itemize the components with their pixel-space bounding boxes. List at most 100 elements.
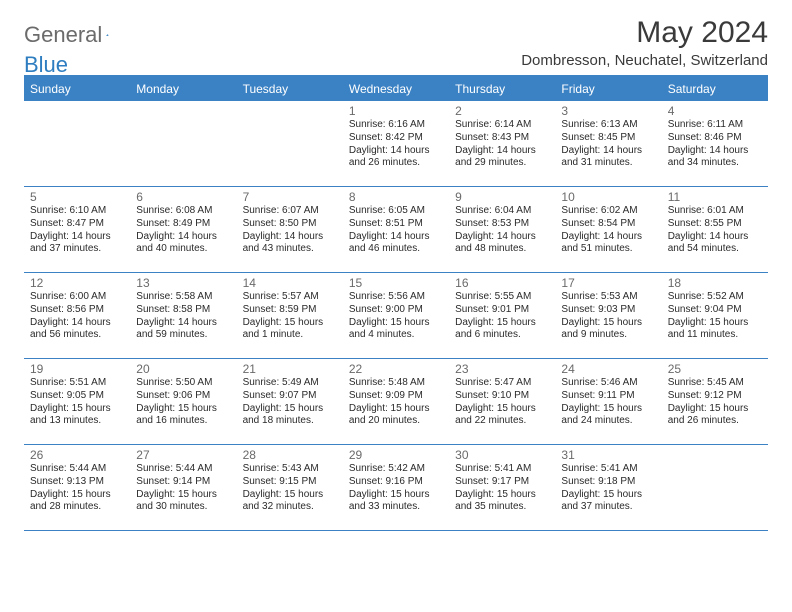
sunset-line: Sunset: 9:01 PM: [455, 304, 549, 317]
calendar-cell: 23Sunrise: 5:47 AMSunset: 9:10 PMDayligh…: [449, 359, 555, 444]
sunrise-line: Sunrise: 6:13 AM: [561, 119, 655, 132]
daylight-line: Daylight: 15 hours and 32 minutes.: [243, 489, 337, 515]
sunrise-line: Sunrise: 5:46 AM: [561, 377, 655, 390]
day-number: 27: [136, 448, 230, 462]
calendar-cell: 8Sunrise: 6:05 AMSunset: 8:51 PMDaylight…: [343, 187, 449, 272]
sunrise-line: Sunrise: 5:50 AM: [136, 377, 230, 390]
sunset-line: Sunset: 9:10 PM: [455, 390, 549, 403]
daylight-line: Daylight: 15 hours and 22 minutes.: [455, 403, 549, 429]
day-number: 16: [455, 276, 549, 290]
calendar-cell: 24Sunrise: 5:46 AMSunset: 9:11 PMDayligh…: [555, 359, 661, 444]
day-number: 21: [243, 362, 337, 376]
sunrise-line: Sunrise: 5:53 AM: [561, 291, 655, 304]
sunset-line: Sunset: 8:49 PM: [136, 218, 230, 231]
calendar-cell: [130, 101, 236, 186]
day-number: 20: [136, 362, 230, 376]
daylight-line: Daylight: 15 hours and 1 minute.: [243, 317, 337, 343]
sunrise-line: Sunrise: 5:58 AM: [136, 291, 230, 304]
daylight-line: Daylight: 15 hours and 33 minutes.: [349, 489, 443, 515]
daylight-line: Daylight: 14 hours and 46 minutes.: [349, 231, 443, 257]
day-number: 7: [243, 190, 337, 204]
calendar-week-row: 26Sunrise: 5:44 AMSunset: 9:13 PMDayligh…: [24, 445, 768, 531]
calendar-cell: 22Sunrise: 5:48 AMSunset: 9:09 PMDayligh…: [343, 359, 449, 444]
sunrise-line: Sunrise: 6:04 AM: [455, 205, 549, 218]
day-number: 19: [30, 362, 124, 376]
daylight-line: Daylight: 14 hours and 31 minutes.: [561, 145, 655, 171]
daylight-line: Daylight: 15 hours and 16 minutes.: [136, 403, 230, 429]
calendar-cell: 26Sunrise: 5:44 AMSunset: 9:13 PMDayligh…: [24, 445, 130, 530]
daylight-line: Daylight: 14 hours and 56 minutes.: [30, 317, 124, 343]
weekday-header: Monday: [130, 77, 236, 101]
sunset-line: Sunset: 8:45 PM: [561, 132, 655, 145]
daylight-line: Daylight: 14 hours and 40 minutes.: [136, 231, 230, 257]
sunrise-line: Sunrise: 6:16 AM: [349, 119, 443, 132]
sunrise-line: Sunrise: 5:49 AM: [243, 377, 337, 390]
daylight-line: Daylight: 14 hours and 54 minutes.: [668, 231, 762, 257]
calendar: SundayMondayTuesdayWednesdayThursdayFrid…: [24, 75, 768, 531]
day-number: 23: [455, 362, 549, 376]
calendar-cell: 1Sunrise: 6:16 AMSunset: 8:42 PMDaylight…: [343, 101, 449, 186]
calendar-body: 1Sunrise: 6:16 AMSunset: 8:42 PM Daylight…: [24, 101, 768, 531]
sunset-line: Sunset: 8:55 PM: [668, 218, 762, 231]
day-number: 4: [668, 104, 762, 118]
sunset-line: Sunset: 9:12 PM: [668, 390, 762, 403]
sunset-line: Sunset: 9:07 PM: [243, 390, 337, 403]
sunset-line: Sunset: 9:18 PM: [561, 476, 655, 489]
weekday-header: Thursday: [449, 77, 555, 101]
sunrise-line: Sunrise: 5:44 AM: [30, 463, 124, 476]
sunrise-line: Sunrise: 6:08 AM: [136, 205, 230, 218]
calendar-cell: 10Sunrise: 6:02 AMSunset: 8:54 PMDayligh…: [555, 187, 661, 272]
sunrise-line: Sunrise: 6:02 AM: [561, 205, 655, 218]
calendar-cell: 17Sunrise: 5:53 AMSunset: 9:03 PMDayligh…: [555, 273, 661, 358]
day-number: 9: [455, 190, 549, 204]
sunrise-line: Sunrise: 5:55 AM: [455, 291, 549, 304]
sunrise-line: Sunrise: 6:01 AM: [668, 205, 762, 218]
weekday-header: Sunday: [24, 77, 130, 101]
calendar-cell: 13Sunrise: 5:58 AMSunset: 8:58 PMDayligh…: [130, 273, 236, 358]
day-number: 26: [30, 448, 124, 462]
day-number: 28: [243, 448, 337, 462]
daylight-line: Daylight: 14 hours and 59 minutes.: [136, 317, 230, 343]
sunrise-line: Sunrise: 5:48 AM: [349, 377, 443, 390]
sunrise-line: Sunrise: 5:56 AM: [349, 291, 443, 304]
sunset-line: Sunset: 9:03 PM: [561, 304, 655, 317]
header: General May 2024 Dombresson, Neuchatel, …: [24, 16, 768, 69]
logo-line2: Blue: [24, 52, 68, 78]
sunset-line: Sunset: 8:42 PM: [349, 132, 443, 145]
daylight-line: Daylight: 15 hours and 24 minutes.: [561, 403, 655, 429]
calendar-cell: 3Sunrise: 6:13 AMSunset: 8:45 PMDaylight…: [555, 101, 661, 186]
sunset-line: Sunset: 8:51 PM: [349, 218, 443, 231]
sunset-line: Sunset: 9:05 PM: [30, 390, 124, 403]
calendar-cell: 16Sunrise: 5:55 AMSunset: 9:01 PMDayligh…: [449, 273, 555, 358]
calendar-cell: [24, 101, 130, 186]
sunrise-line: Sunrise: 5:52 AM: [668, 291, 762, 304]
calendar-page: General May 2024 Dombresson, Neuchatel, …: [0, 0, 792, 547]
calendar-cell: 27Sunrise: 5:44 AMSunset: 9:14 PMDayligh…: [130, 445, 236, 530]
day-number: 17: [561, 276, 655, 290]
daylight-line: Daylight: 15 hours and 35 minutes.: [455, 489, 549, 515]
sunset-line: Sunset: 9:04 PM: [668, 304, 762, 317]
day-number: 3: [561, 104, 655, 118]
calendar-cell: 18Sunrise: 5:52 AMSunset: 9:04 PMDayligh…: [662, 273, 768, 358]
calendar-cell: 11Sunrise: 6:01 AMSunset: 8:55 PMDayligh…: [662, 187, 768, 272]
calendar-cell: 2Sunrise: 6:14 AMSunset: 8:43 PMDaylight…: [449, 101, 555, 186]
logo-sail-icon: [106, 28, 109, 42]
sunrise-line: Sunrise: 5:41 AM: [455, 463, 549, 476]
daylight-line: Daylight: 14 hours and 43 minutes.: [243, 231, 337, 257]
daylight-line: Daylight: 15 hours and 6 minutes.: [455, 317, 549, 343]
sunrise-line: Sunrise: 6:07 AM: [243, 205, 337, 218]
sunset-line: Sunset: 8:58 PM: [136, 304, 230, 317]
day-number: 5: [30, 190, 124, 204]
daylight-line: Daylight: 14 hours and 51 minutes.: [561, 231, 655, 257]
sunset-line: Sunset: 8:59 PM: [243, 304, 337, 317]
day-number: 11: [668, 190, 762, 204]
calendar-cell: 4Sunrise: 6:11 AMSunset: 8:46 PMDaylight…: [662, 101, 768, 186]
calendar-week-row: 19Sunrise: 5:51 AMSunset: 9:05 PMDayligh…: [24, 359, 768, 445]
day-number: 1: [349, 104, 443, 118]
sunset-line: Sunset: 8:50 PM: [243, 218, 337, 231]
calendar-cell: 9Sunrise: 6:04 AMSunset: 8:53 PMDaylight…: [449, 187, 555, 272]
calendar-cell: 6Sunrise: 6:08 AMSunset: 8:49 PMDaylight…: [130, 187, 236, 272]
day-number: 13: [136, 276, 230, 290]
calendar-cell: 28Sunrise: 5:43 AMSunset: 9:15 PMDayligh…: [237, 445, 343, 530]
day-number: 24: [561, 362, 655, 376]
